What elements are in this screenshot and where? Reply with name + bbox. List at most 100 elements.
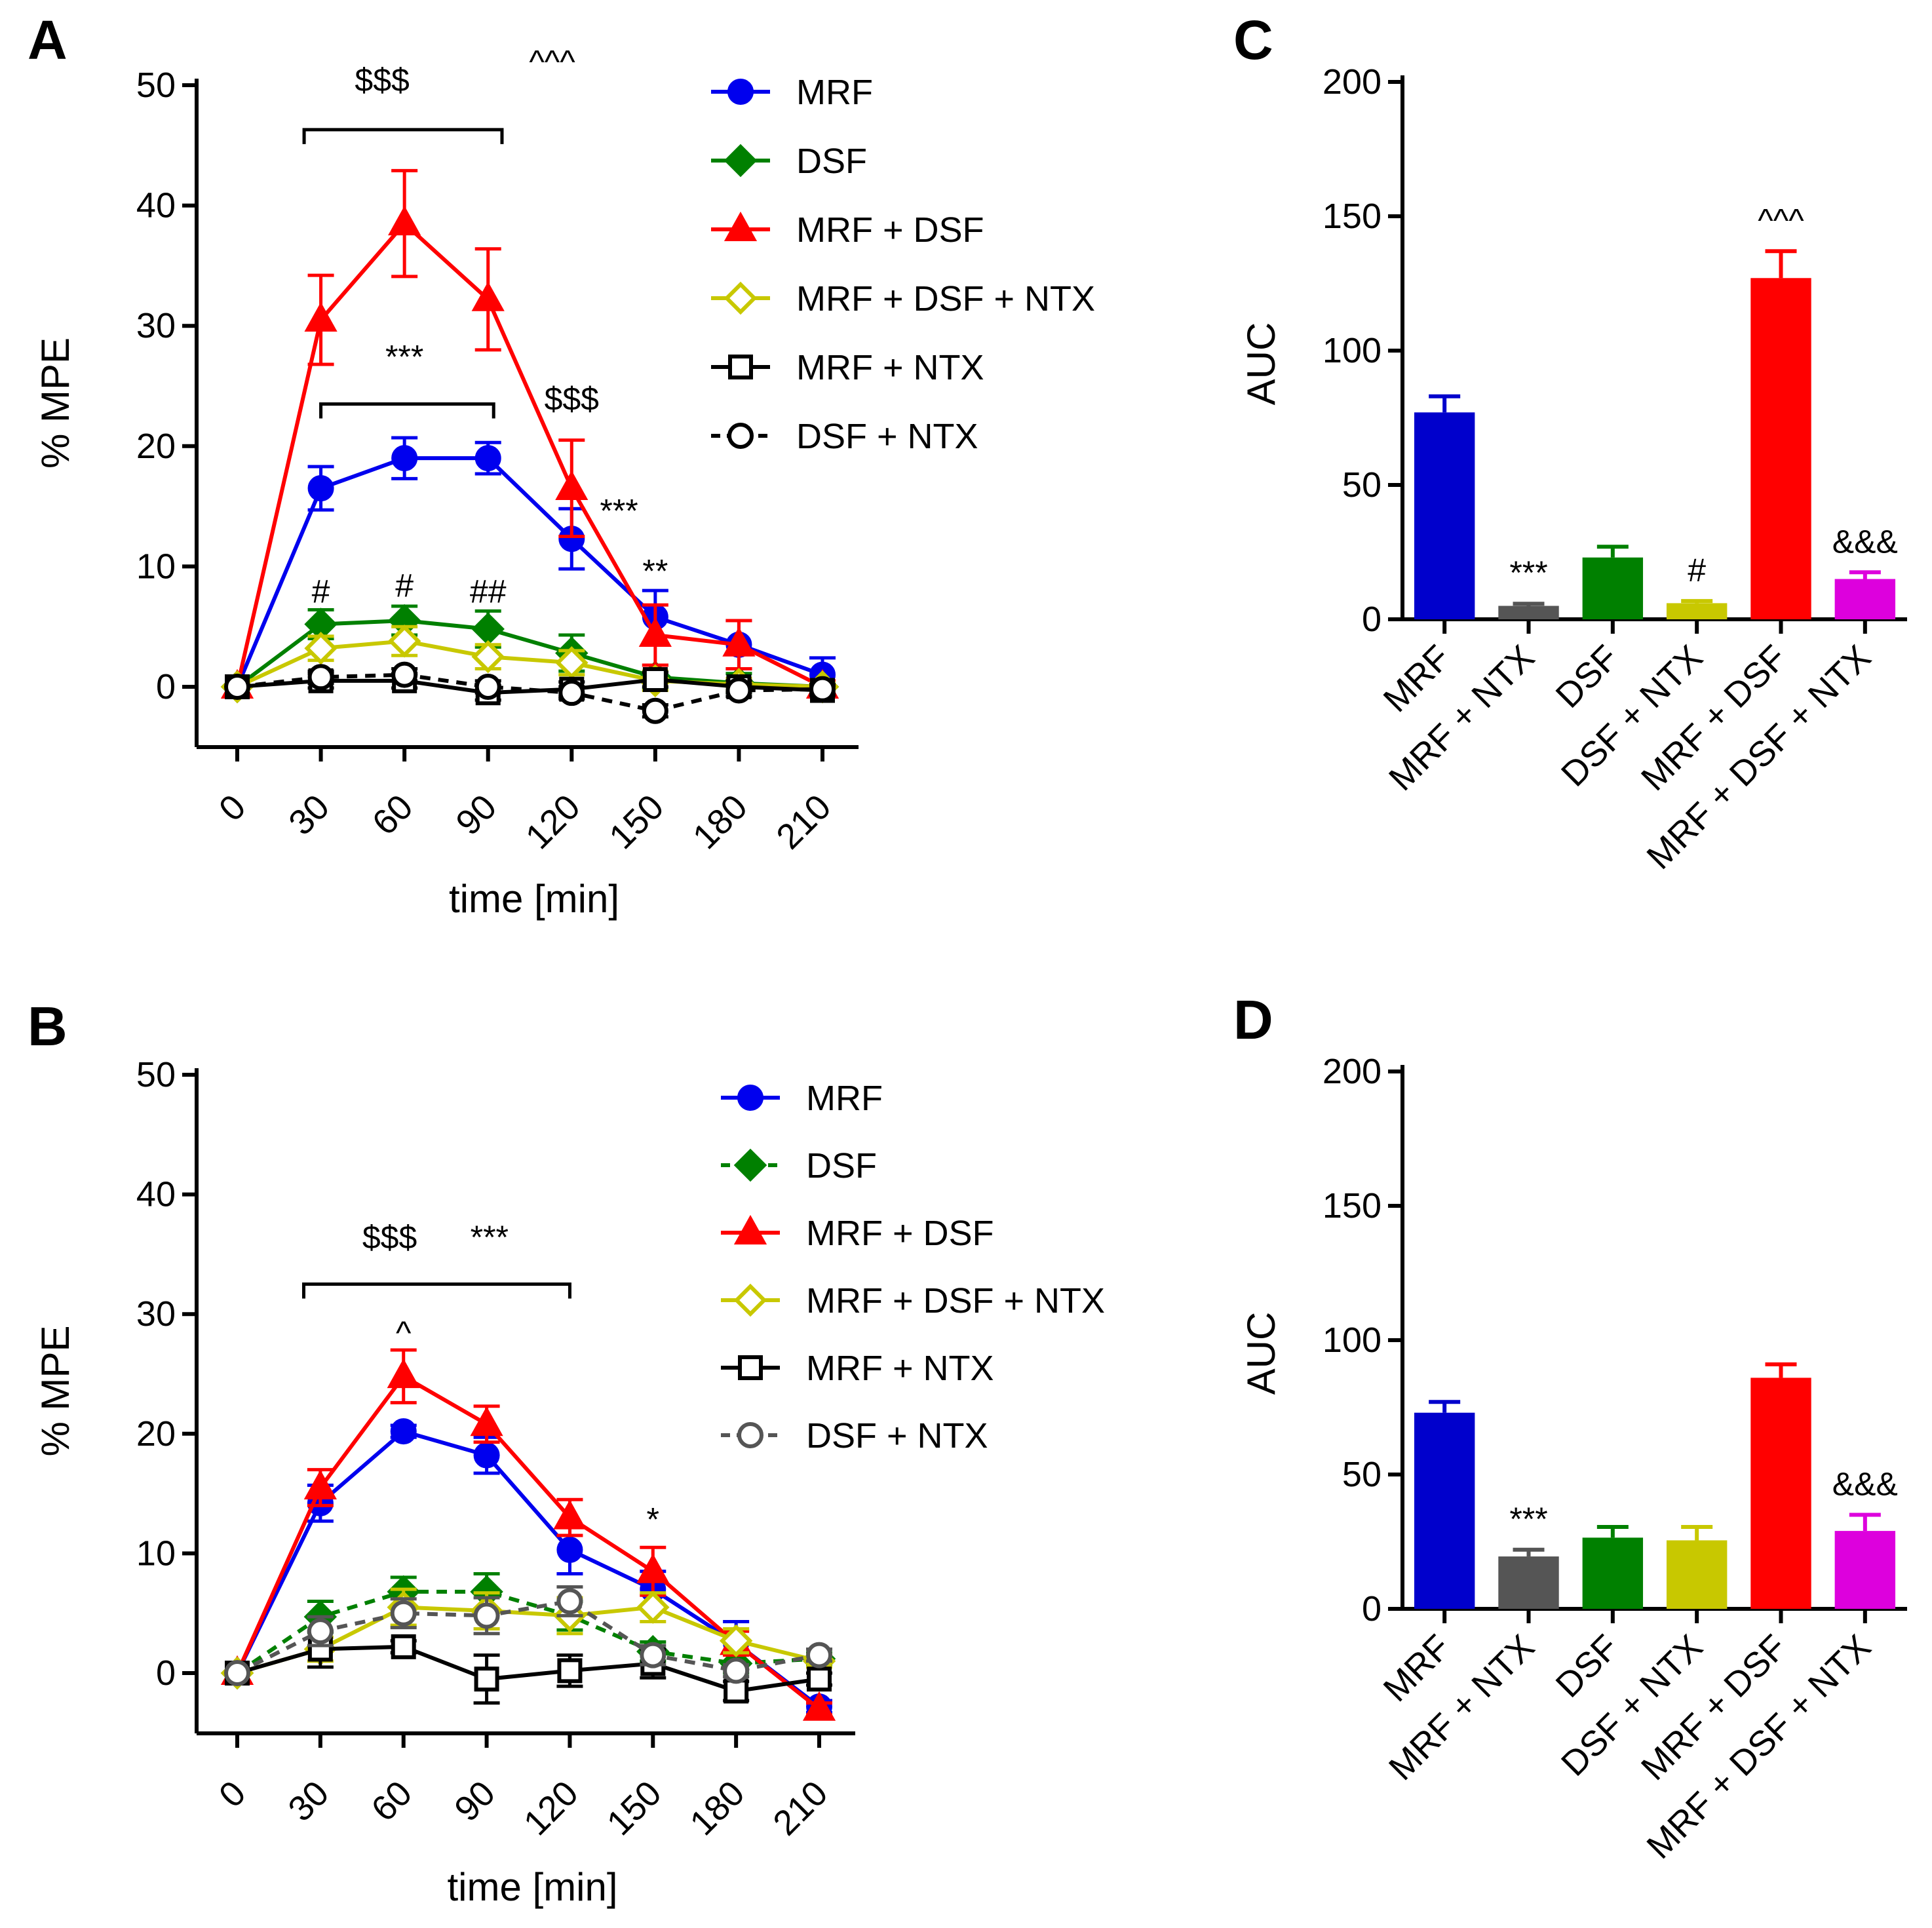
data-point bbox=[307, 664, 334, 691]
data-point bbox=[558, 680, 585, 706]
data-point bbox=[387, 624, 421, 658]
legend: MRF DSF MRF + DSF MRF + DSF + NTX MRF + NTX D… bbox=[711, 73, 1095, 456]
data-point bbox=[553, 1499, 587, 1530]
x-tick-label: 120 bbox=[516, 1773, 586, 1843]
legend-marker bbox=[737, 1422, 763, 1448]
bar bbox=[1750, 1378, 1811, 1609]
data-point bbox=[556, 1588, 583, 1615]
y-tick-label: 0 bbox=[1362, 600, 1381, 639]
legend-label: MRF + NTX bbox=[796, 348, 984, 387]
bar bbox=[1834, 579, 1896, 619]
data-point bbox=[303, 1469, 337, 1499]
data-point bbox=[557, 1658, 583, 1684]
bar bbox=[1834, 1531, 1896, 1609]
data-point bbox=[471, 281, 505, 311]
y-tick-label: 0 bbox=[1362, 1589, 1381, 1629]
legend-marker bbox=[733, 1283, 767, 1317]
x-tick-label: 210 bbox=[765, 1773, 835, 1843]
bar-significance-label: ^^^ bbox=[1758, 202, 1804, 239]
data-point bbox=[809, 676, 836, 703]
y-axis-title: % MPE bbox=[33, 1325, 77, 1456]
x-tick-label: 0 bbox=[212, 787, 254, 829]
y-tick-label: 30 bbox=[136, 306, 176, 345]
legend-marker bbox=[724, 144, 758, 178]
x-axis-title: time [min] bbox=[449, 877, 619, 921]
y-tick-label: 200 bbox=[1323, 62, 1381, 102]
x-tick-label: 150 bbox=[602, 787, 671, 857]
data-point bbox=[556, 1536, 583, 1563]
panel-b: B 0 10 20 30 40 50 0 30 60 90 120 150 180 210 time [min… bbox=[28, 995, 1105, 1909]
significance-bracket bbox=[319, 402, 495, 419]
legend-marker bbox=[733, 1214, 767, 1244]
legend-marker bbox=[724, 281, 758, 315]
data-point bbox=[390, 1600, 417, 1627]
significance-annotation: *** bbox=[471, 1219, 509, 1256]
x-tick-label: 0 bbox=[212, 1773, 254, 1815]
series-line bbox=[237, 672, 823, 713]
x-tick-label: 60 bbox=[365, 787, 421, 843]
y-tick-label: 50 bbox=[136, 66, 176, 105]
data-point bbox=[471, 612, 505, 646]
bar-significance-label: # bbox=[1688, 552, 1706, 588]
bar bbox=[1498, 1556, 1559, 1609]
data-point bbox=[640, 1642, 667, 1668]
series-5 bbox=[224, 661, 836, 724]
data-point bbox=[722, 627, 756, 657]
bar bbox=[1666, 603, 1728, 619]
legend-label: DSF bbox=[796, 142, 867, 181]
y-axis-title: % MPE bbox=[33, 337, 77, 469]
y-tick-label: 150 bbox=[1323, 1186, 1381, 1225]
data-point bbox=[642, 666, 668, 692]
data-point bbox=[474, 1667, 499, 1692]
data-point bbox=[388, 205, 421, 236]
x-tick-label: DSF bbox=[1549, 638, 1627, 716]
data-point bbox=[725, 677, 752, 704]
significance-annotation: ## bbox=[470, 573, 507, 609]
data-point bbox=[636, 1591, 670, 1624]
legend-marker bbox=[724, 211, 758, 241]
bar bbox=[1666, 1540, 1728, 1609]
series-line bbox=[235, 456, 824, 688]
data-point bbox=[474, 674, 501, 700]
data-point bbox=[807, 1667, 832, 1692]
x-tick-label: 60 bbox=[364, 1773, 419, 1829]
bar bbox=[1414, 412, 1475, 619]
significance-annotation: ** bbox=[642, 552, 668, 589]
significance-annotation: $$$ bbox=[355, 62, 409, 98]
data-point bbox=[391, 661, 418, 688]
x-tick-label: 120 bbox=[518, 787, 588, 857]
x-tick-label: 30 bbox=[280, 1773, 336, 1829]
y-tick-label: 50 bbox=[136, 1055, 176, 1094]
data-point bbox=[638, 617, 672, 647]
data-point bbox=[642, 697, 668, 724]
x-tick-label: 150 bbox=[600, 1773, 669, 1843]
series-line bbox=[236, 1599, 820, 1675]
legend-marker bbox=[737, 1085, 763, 1111]
x-tick-label: 90 bbox=[447, 1773, 503, 1829]
x-tick-label: 180 bbox=[686, 787, 755, 857]
significance-annotation: *** bbox=[600, 492, 638, 529]
legend-marker bbox=[727, 423, 754, 449]
series-line bbox=[237, 1644, 820, 1693]
significance-annotation: ^ bbox=[396, 1315, 412, 1351]
data-point bbox=[304, 301, 338, 332]
y-tick-label: 40 bbox=[136, 186, 176, 225]
significance-bracket bbox=[302, 128, 504, 144]
series-5 bbox=[224, 1585, 832, 1686]
data-point bbox=[636, 1553, 670, 1583]
data-point bbox=[473, 1442, 500, 1469]
legend: MRF DSF MRF + DSF MRF + DSF + NTX MRF + NTX D… bbox=[721, 1079, 1105, 1456]
data-point bbox=[723, 1657, 750, 1684]
data-point bbox=[307, 475, 334, 502]
bar-significance-label: *** bbox=[1509, 1501, 1547, 1537]
legend-label: MRF bbox=[806, 1079, 883, 1118]
legend-label: DSF + NTX bbox=[806, 1416, 988, 1456]
data-point bbox=[387, 1358, 420, 1389]
legend-marker bbox=[727, 79, 754, 105]
legend-label: MRF + DSF + NTX bbox=[796, 279, 1095, 318]
series-line bbox=[235, 220, 824, 689]
bar bbox=[1582, 557, 1644, 619]
y-axis-title: AUC bbox=[1239, 322, 1283, 406]
